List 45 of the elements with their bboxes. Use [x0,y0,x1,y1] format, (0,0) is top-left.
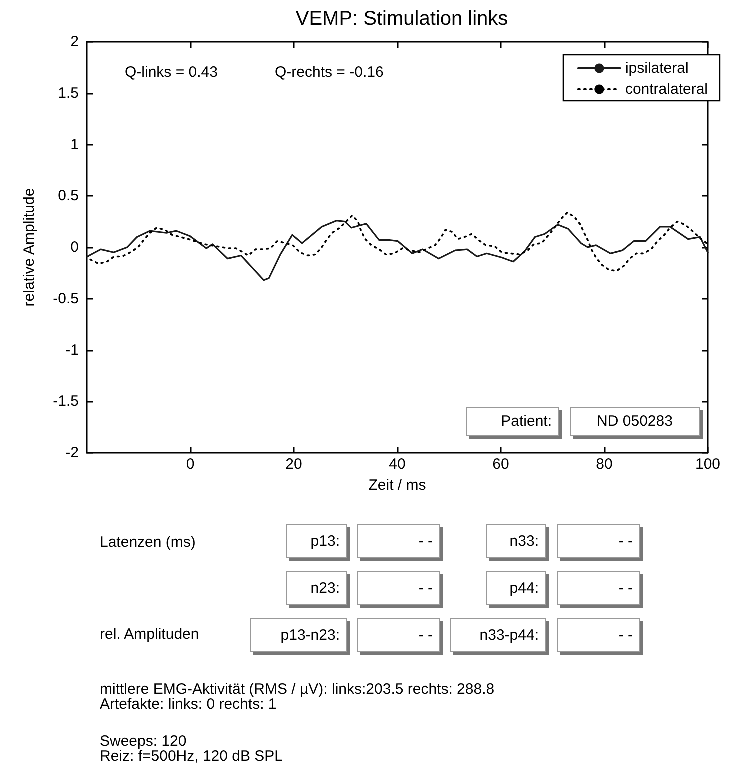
y-tick-label: -0.5 [53,290,79,308]
text: mittlere EMG-Aktivität (RMS / µV): links:203.5 rechts: 288.8 [100,681,495,698]
x-tick-label: 80 [596,456,613,473]
x-tick-label: 20 [286,456,302,473]
text: Artefakte: links: 0 rechts: 1 [100,696,277,713]
text-field: - - [357,571,440,605]
x-tick-label: 60 [492,456,510,473]
x-tick-label: 40 [389,456,406,473]
text-field: Patient: [466,407,559,436]
text-field: n33-p44: [450,618,546,652]
text-field: - - [557,618,640,652]
text-field: - - [557,524,640,558]
y-tick-label: -1.5 [53,393,79,410]
y-tick-label: 0 [70,239,79,256]
text-field: n23: [286,571,347,605]
y-tick-label: 0.5 [58,188,79,205]
y-tick-label: 1 [70,136,79,154]
chart-title: VEMP: Stimulation links [296,8,508,30]
text: Sweeps: 120 [100,733,187,750]
text-field: n33: [486,524,546,558]
x-tick-label: 0 [186,456,195,473]
text-field: - - [357,524,440,558]
text-field: - - [357,618,440,652]
y-tick-label: -1 [66,342,79,359]
legend-label: contralateral [625,81,708,98]
x-tick-label: 100 [695,456,721,473]
annotation: Patient: [501,413,552,430]
annotation: Q-links = 0.43 [125,64,218,81]
text-field: - - [557,571,640,605]
text-field: p13: [286,524,347,558]
text-field: p13-n23: [250,618,347,652]
annotation: ND 050283 [597,413,673,430]
y-tick-label: 1.5 [58,84,79,102]
x-axis-title: Zeit / ms [368,477,426,494]
text: rel. Amplituden [100,626,200,643]
y-tick-label: 2 [70,34,79,50]
y-tick-label: -2 [66,444,79,462]
text: Latenzen (ms) [100,534,196,551]
annotation: Q-rechts = -0.16 [275,64,384,81]
legend-label: ipsilateral [625,60,689,77]
text: Reiz: f=500Hz, 120 dB SPL [100,748,284,765]
text-field: ND 050283 [570,407,700,436]
y-axis-title: relative Amplitude [21,188,38,307]
line-series [86,220,709,282]
text-field: p44: [486,571,546,605]
